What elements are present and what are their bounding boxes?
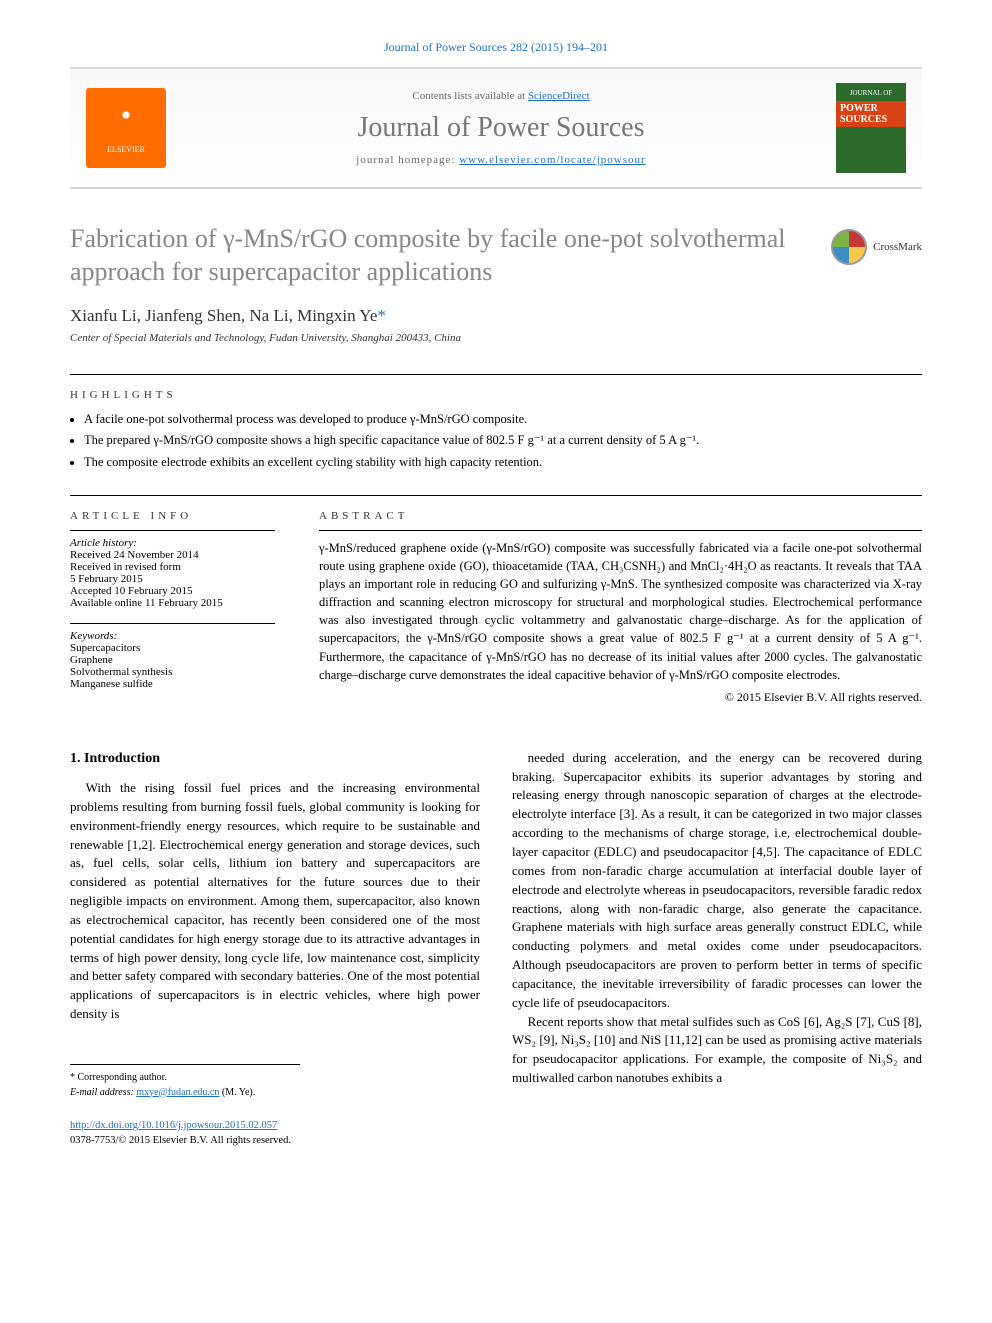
keyword: Manganese sulfide (70, 678, 275, 690)
affiliation: Center of Special Materials and Technolo… (70, 332, 922, 344)
email-label: E-mail address: (70, 1087, 136, 1098)
info-abstract-row: ARTICLE INFO Article history: Received 2… (70, 495, 922, 705)
paper-title: Fabrication of γ-MnS/rGO composite by fa… (70, 223, 811, 288)
header-center: Contents lists available at ScienceDirec… (182, 90, 820, 166)
abstract-text: γ-MnS/reduced graphene oxide (γ-MnS/rGO)… (319, 530, 922, 684)
cover-line1: JOURNAL OF (850, 89, 892, 97)
contents-available-line: Contents lists available at ScienceDirec… (182, 90, 820, 102)
keyword: Graphene (70, 654, 275, 666)
doi-line: http://dx.doi.org/10.1016/j.jpowsour.201… (70, 1118, 480, 1133)
intro-paragraph: needed during acceleration, and the ener… (512, 749, 922, 1013)
intro-paragraph: With the rising fossil fuel prices and t… (70, 779, 480, 1024)
history-line: 5 February 2015 (70, 573, 275, 585)
highlight-item: The prepared γ-MnS/rGO composite shows a… (84, 430, 922, 451)
journal-cover-thumbnail[interactable]: JOURNAL OF POWER SOURCES (836, 83, 906, 173)
cover-line2: POWER SOURCES (836, 101, 906, 127)
homepage-link[interactable]: www.elsevier.com/locate/jpowsour (459, 154, 645, 166)
history-label: Article history: (70, 537, 275, 549)
email-line: E-mail address: mxye@fudan.edu.cn (M. Ye… (70, 1086, 300, 1101)
copyright-line: © 2015 Elsevier B.V. All rights reserved… (319, 690, 922, 705)
crossmark-label: CrossMark (873, 241, 922, 253)
elsevier-label: ELSEVIER (107, 145, 145, 154)
elsevier-tree-icon (106, 103, 146, 143)
corr-author-line: * Corresponding author. (70, 1071, 300, 1086)
crossmark-icon (831, 229, 867, 265)
email-suffix: (M. Ye). (222, 1087, 255, 1098)
doi-link[interactable]: http://dx.doi.org/10.1016/j.jpowsour.201… (70, 1120, 277, 1131)
crossmark-badge[interactable]: CrossMark (831, 229, 922, 265)
highlight-item: A facile one-pot solvothermal process wa… (84, 409, 922, 430)
sciencedirect-link[interactable]: ScienceDirect (528, 90, 590, 102)
authors-text: Xianfu Li, Jianfeng Shen, Na Li, Mingxin… (70, 306, 377, 325)
journal-reference: Journal of Power Sources 282 (2015) 194–… (70, 40, 922, 55)
history-line: Received 24 November 2014 (70, 549, 275, 561)
keyword: Supercapacitors (70, 642, 275, 654)
keyword: Solvothermal synthesis (70, 666, 275, 678)
email-link[interactable]: mxye@fudan.edu.cn (136, 1087, 219, 1098)
intro-paragraph: Recent reports show that metal sulfides … (512, 1013, 922, 1088)
corresponding-author-footnote: * Corresponding author. E-mail address: … (70, 1064, 300, 1100)
history-line: Available online 11 February 2015 (70, 597, 275, 609)
elsevier-logo[interactable]: ELSEVIER (86, 88, 166, 168)
corresponding-mark: * (377, 306, 386, 325)
history-line: Accepted 10 February 2015 (70, 585, 275, 597)
intro-heading: 1. Introduction (70, 749, 480, 769)
homepage-line: journal homepage: www.elsevier.com/locat… (182, 154, 820, 166)
abstract-column: ABSTRACT γ-MnS/reduced graphene oxide (γ… (295, 510, 922, 705)
article-info-heading: ARTICLE INFO (70, 510, 275, 522)
keywords-label: Keywords: (70, 630, 275, 642)
contents-prefix: Contents lists available at (412, 90, 527, 102)
highlights-heading: HIGHLIGHTS (70, 389, 922, 401)
authors-line: Xianfu Li, Jianfeng Shen, Na Li, Mingxin… (70, 306, 922, 326)
history-block: Article history: Received 24 November 20… (70, 530, 275, 609)
title-block: Fabrication of γ-MnS/rGO composite by fa… (70, 223, 922, 288)
article-info-column: ARTICLE INFO Article history: Received 2… (70, 510, 295, 705)
body-left-column: 1. Introduction With the rising fossil f… (70, 749, 480, 1149)
journal-reference-text[interactable]: Journal of Power Sources 282 (2015) 194–… (384, 40, 608, 54)
homepage-prefix: journal homepage: (356, 154, 459, 166)
highlights-list: A facile one-pot solvothermal process wa… (70, 409, 922, 473)
issn-line: 0378-7753/© 2015 Elsevier B.V. All right… (70, 1133, 480, 1148)
body-right-column: needed during acceleration, and the ener… (512, 749, 922, 1149)
abstract-heading: ABSTRACT (319, 510, 922, 522)
journal-header: ELSEVIER Contents lists available at Sci… (70, 67, 922, 189)
highlight-item: The composite electrode exhibits an exce… (84, 452, 922, 473)
keywords-block: Keywords: Supercapacitors Graphene Solvo… (70, 623, 275, 690)
history-line: Received in revised form (70, 561, 275, 573)
journal-name: Journal of Power Sources (182, 112, 820, 144)
body-columns: 1. Introduction With the rising fossil f… (70, 749, 922, 1149)
